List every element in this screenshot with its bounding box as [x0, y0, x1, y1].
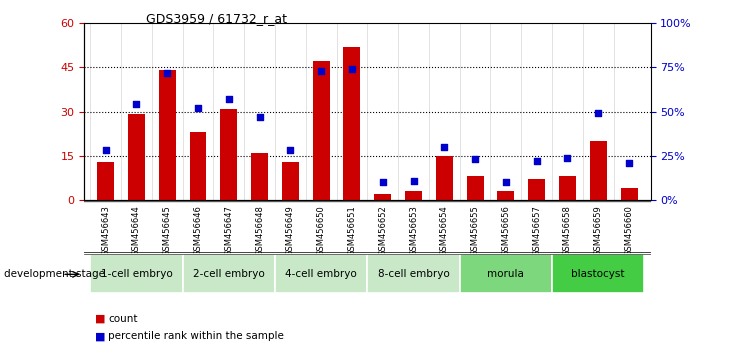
Point [346, 66, 357, 72]
Point [531, 158, 542, 164]
Bar [189, 132, 206, 200]
Text: morula: morula [488, 269, 524, 279]
Point [254, 114, 265, 120]
Text: ■: ■ [95, 331, 105, 341]
Bar [552, 254, 645, 293]
Text: development stage: development stage [4, 269, 105, 279]
Point [624, 160, 635, 166]
Bar [313, 61, 330, 200]
Text: GSM456645: GSM456645 [163, 205, 172, 256]
Bar [460, 254, 552, 293]
Text: ■: ■ [95, 314, 105, 324]
Text: GSM456644: GSM456644 [132, 205, 141, 256]
Text: blastocyst: blastocyst [572, 269, 625, 279]
Bar [374, 194, 391, 200]
Bar [220, 109, 238, 200]
Bar [251, 153, 268, 200]
Point [131, 102, 143, 107]
Bar [183, 254, 275, 293]
Text: 2-cell embryo: 2-cell embryo [193, 269, 265, 279]
Bar [344, 47, 360, 200]
Text: GSM456660: GSM456660 [624, 205, 634, 256]
Point [192, 105, 204, 111]
Bar [621, 188, 637, 200]
Point [561, 155, 573, 160]
Bar [529, 179, 545, 200]
Text: GSM456652: GSM456652 [378, 205, 387, 256]
Text: GSM456651: GSM456651 [347, 205, 357, 256]
Text: GSM456657: GSM456657 [532, 205, 541, 256]
Bar [497, 191, 515, 200]
Point [162, 70, 173, 75]
Bar [368, 254, 460, 293]
Bar [159, 70, 175, 200]
Text: GSM456656: GSM456656 [501, 205, 510, 256]
Bar [282, 162, 299, 200]
Text: GSM456658: GSM456658 [563, 205, 572, 256]
Bar [275, 254, 368, 293]
Text: percentile rank within the sample: percentile rank within the sample [108, 331, 284, 341]
Point [377, 179, 389, 185]
Point [469, 156, 481, 162]
Point [408, 178, 420, 183]
Bar [436, 156, 452, 200]
Text: count: count [108, 314, 137, 324]
Text: GSM456655: GSM456655 [471, 205, 480, 256]
Text: 4-cell embryo: 4-cell embryo [285, 269, 357, 279]
Bar [90, 254, 183, 293]
Bar [128, 114, 145, 200]
Text: GDS3959 / 61732_r_at: GDS3959 / 61732_r_at [146, 12, 287, 25]
Point [315, 68, 327, 74]
Bar [590, 141, 607, 200]
Point [223, 96, 235, 102]
Text: GSM456649: GSM456649 [286, 205, 295, 256]
Text: GSM456654: GSM456654 [440, 205, 449, 256]
Point [284, 148, 296, 153]
Bar [466, 176, 484, 200]
Point [99, 148, 111, 153]
Text: GSM456653: GSM456653 [409, 205, 418, 256]
Point [592, 110, 604, 116]
Text: GSM456646: GSM456646 [194, 205, 202, 256]
Text: GSM456648: GSM456648 [255, 205, 264, 256]
Bar [559, 176, 576, 200]
Text: 1-cell embryo: 1-cell embryo [101, 269, 173, 279]
Text: 8-cell embryo: 8-cell embryo [378, 269, 450, 279]
Bar [97, 162, 114, 200]
Point [500, 179, 512, 185]
Text: GSM456659: GSM456659 [594, 205, 603, 256]
Text: GSM456647: GSM456647 [224, 205, 233, 256]
Bar [405, 191, 422, 200]
Text: GSM456650: GSM456650 [317, 205, 325, 256]
Point [439, 144, 450, 150]
Text: GSM456643: GSM456643 [101, 205, 110, 256]
